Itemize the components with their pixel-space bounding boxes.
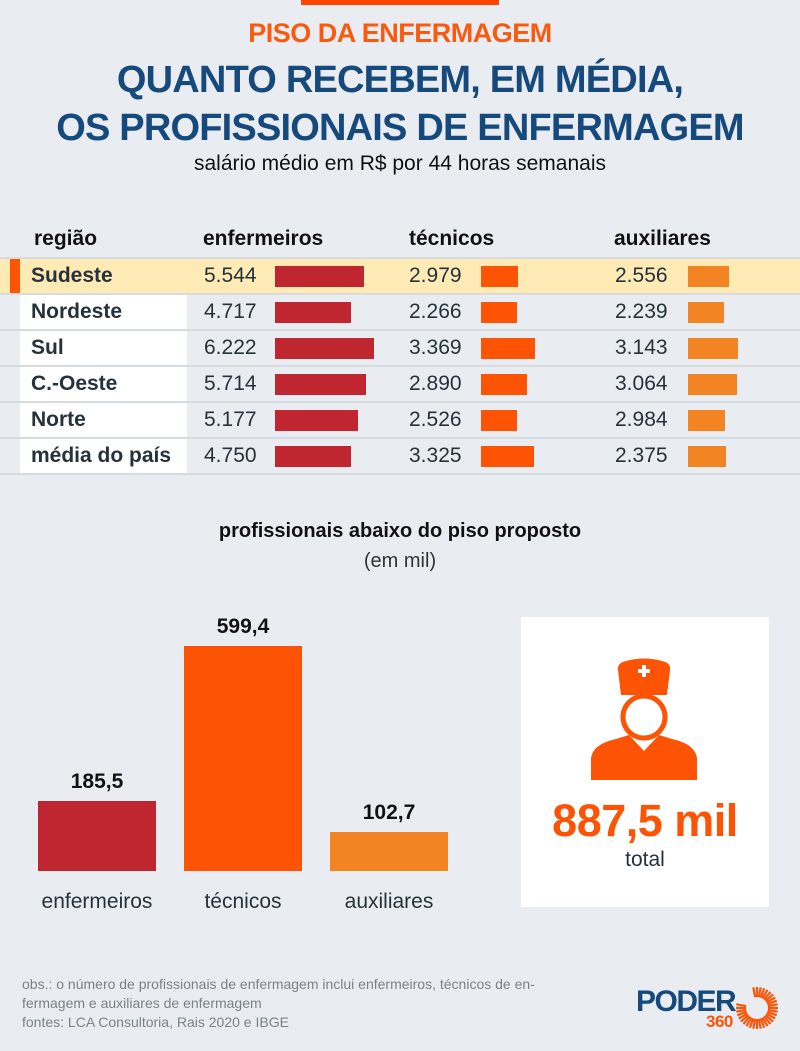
region-name: C.-Oeste [31, 372, 118, 395]
table-row: Norte 5.177 2.526 2.984 [0, 403, 800, 439]
bar-auxiliares [688, 302, 724, 323]
bar-label-enfermeiros: enfermeiros [41, 890, 153, 913]
sunburst-logo-icon [736, 987, 778, 1029]
bar-value-tecnicos: 599,4 [216, 615, 270, 638]
column-header-auxiliares: auxiliares [614, 227, 711, 250]
value-tecnicos: 2.526 [409, 408, 462, 431]
value-tecnicos: 2.266 [409, 300, 462, 323]
bar-label-auxiliares: auxiliares [344, 890, 434, 913]
total-card [521, 617, 769, 907]
total-value: 887,5 mil [552, 795, 738, 846]
bar-auxiliares [688, 338, 738, 359]
table-row: C.-Oeste 5.714 2.890 3.064 [0, 367, 800, 403]
table-row: Nordeste 4.717 2.266 2.239 [0, 295, 800, 331]
region-cell [20, 403, 187, 437]
value-auxiliares: 2.239 [615, 300, 668, 323]
highlight-marker [10, 259, 20, 293]
value-auxiliares: 2.556 [615, 264, 668, 287]
bar-enfermeiros [275, 266, 364, 287]
note-line-2: fermagem e auxiliares de enfermagem [22, 995, 262, 1011]
bar-auxiliares [688, 374, 737, 395]
region-name: média do país [31, 444, 172, 467]
region-cell [20, 367, 187, 401]
total-label: total [625, 848, 665, 871]
bar-auxiliares [688, 266, 729, 287]
value-tecnicos: 3.369 [409, 336, 462, 359]
bar-value-enfermeiros: 185,5 [70, 770, 124, 793]
bar-tecnicos [481, 302, 517, 323]
footer-notes: obs.: o número de profissionais de enfer… [22, 975, 602, 1032]
column-header-enfermeiros: enfermeiros [203, 227, 324, 250]
note-line-1: obs.: o número de profissionais de enfer… [22, 976, 535, 992]
bar-tecnicos [481, 410, 517, 431]
bar-enfermeiros [275, 338, 374, 359]
value-auxiliares: 2.375 [615, 444, 668, 467]
section-title: profissionais abaixo do piso proposto [218, 520, 582, 542]
title-line-1: QUANTO RECEBEM, EM MÉDIA, [116, 59, 684, 101]
bar-enfermeiros [38, 801, 156, 871]
bar-auxiliares [330, 832, 448, 871]
bar-tecnicos [184, 646, 302, 871]
logo-wordmark: PODER [636, 985, 737, 1018]
table-row: média do país 4.750 3.325 2.375 [0, 439, 800, 475]
region-cell [20, 439, 187, 473]
bar-enfermeiros [275, 302, 351, 323]
header-divider [0, 257, 800, 259]
section-unit: (em mil) [363, 550, 437, 572]
value-enfermeiros: 5.544 [204, 264, 257, 287]
bar-auxiliares [688, 446, 726, 467]
value-enfermeiros: 4.750 [204, 444, 257, 467]
value-enfermeiros: 6.222 [204, 336, 257, 359]
region-cell [20, 295, 187, 329]
value-auxiliares: 3.143 [615, 336, 668, 359]
table-row: Sul 6.222 3.369 3.143 [0, 331, 800, 367]
bar-label-tecnicos: técnicos [204, 890, 282, 913]
nurse-icon [591, 658, 697, 780]
bar-enfermeiros [275, 410, 358, 431]
column-header-tecnicos: técnicos [409, 227, 495, 250]
kicker: PISO DA ENFERMAGEM [248, 18, 552, 48]
bar-tecnicos [481, 266, 518, 287]
bar-enfermeiros [275, 374, 366, 395]
logo-number: 360 [706, 1012, 733, 1031]
value-enfermeiros: 5.714 [204, 372, 257, 395]
region-cell [20, 331, 187, 365]
value-tecnicos: 2.979 [409, 264, 462, 287]
top-accent-bar [301, 0, 499, 5]
value-auxiliares: 3.064 [615, 372, 668, 395]
value-tecnicos: 3.325 [409, 444, 462, 467]
sources: fontes: LCA Consultoria, Rais 2020 e IBG… [22, 1014, 289, 1030]
bar-value-auxiliares: 102,7 [362, 801, 416, 824]
region-name: Norte [31, 408, 86, 431]
title-line-2: OS PROFISSIONAIS DE ENFERMAGEM [56, 107, 744, 149]
value-enfermeiros: 4.717 [204, 300, 257, 323]
page-title: QUANTO RECEBEM, EM MÉDIA, OS PROFISSIONA… [0, 56, 800, 152]
column-header-region: região [34, 227, 98, 250]
region-name: Sudeste [31, 264, 113, 287]
bar-tecnicos [481, 374, 527, 395]
bar-enfermeiros [275, 446, 351, 467]
bar-auxiliares [688, 410, 725, 431]
bar-tecnicos [481, 446, 534, 467]
table-row: Sudeste 5.544 2.979 2.556 [0, 259, 800, 295]
region-name: Nordeste [31, 300, 123, 323]
region-name: Sul [31, 336, 64, 359]
value-auxiliares: 2.984 [615, 408, 668, 431]
value-tecnicos: 2.890 [409, 372, 462, 395]
bar-tecnicos [481, 338, 535, 359]
subtitle: salário médio em R$ por 44 horas semanai… [193, 152, 607, 175]
value-enfermeiros: 5.177 [204, 408, 257, 431]
